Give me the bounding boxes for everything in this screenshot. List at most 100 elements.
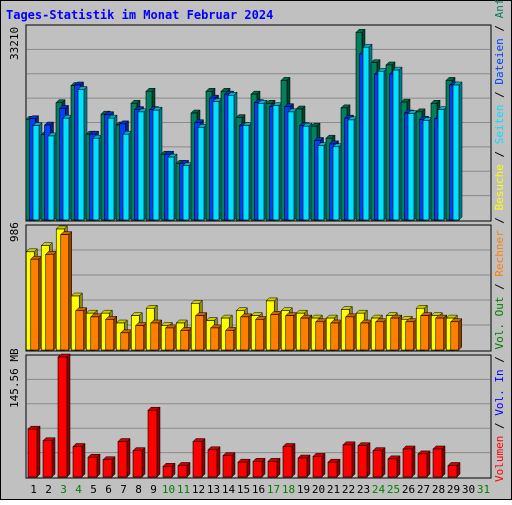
bottom-bar-volumen-day-20 bbox=[312, 452, 326, 478]
middle-bar-rechner-day-18-face bbox=[285, 315, 295, 351]
bottom-bar-volumen-day-8-side bbox=[141, 447, 146, 478]
top-bar-seiten-day-5-face bbox=[92, 137, 100, 221]
bottom-bar-volumen-day-13 bbox=[207, 446, 221, 478]
x-axis-day-label: 3 bbox=[60, 483, 67, 496]
bottom-bar-volumen-day-24-face bbox=[372, 450, 383, 478]
x-axis-day-label: 9 bbox=[150, 483, 157, 496]
top-bar-seiten-day-22 bbox=[347, 116, 358, 221]
top-bar-seiten-day-2 bbox=[47, 132, 58, 221]
bottom-bar-volumen-day-26 bbox=[402, 445, 416, 478]
bottom-bar-volumen-day-9 bbox=[147, 406, 161, 478]
bottom-bar-volumen-day-27-face bbox=[417, 453, 428, 478]
bottom-bar-volumen-day-28-face bbox=[432, 448, 443, 478]
bottom-bar-volumen-day-10 bbox=[162, 462, 176, 478]
bottom-bar-volumen-day-18-side bbox=[291, 442, 296, 478]
middle-bar-rechner-day-27-face bbox=[420, 315, 430, 351]
legend-rechner: Rechner bbox=[493, 230, 506, 277]
middle-bar-rechner-day-29-side bbox=[458, 318, 462, 351]
x-axis-day-label: 26 bbox=[402, 483, 415, 496]
bottom-bar-volumen-day-4-side bbox=[81, 442, 86, 478]
middle-bar-rechner-day-3-face bbox=[60, 234, 70, 351]
middle-bar-rechner-day-15-face bbox=[240, 316, 250, 351]
bottom-bar-volumen-day-26-face bbox=[402, 448, 413, 478]
middle-bar-rechner-day-20 bbox=[315, 318, 328, 351]
top-bar-seiten-day-15-face bbox=[242, 125, 250, 221]
legend-sep: / bbox=[493, 350, 506, 370]
bottom-bar-volumen-day-12 bbox=[192, 437, 206, 478]
top-bar-seiten-day-9-face bbox=[152, 109, 160, 221]
middle-bar-rechner-day-23 bbox=[360, 319, 373, 351]
middle-bar-rechner-day-23-face bbox=[360, 322, 370, 351]
middle-bar-rechner-day-25-face bbox=[390, 317, 400, 351]
top-bar-seiten-day-17-face bbox=[272, 105, 280, 221]
bottom-bar-volumen-day-4 bbox=[72, 442, 86, 478]
top-bar-seiten-day-24 bbox=[377, 67, 388, 221]
middle-bar-rechner-day-22 bbox=[345, 313, 358, 351]
bottom-bar-volumen-day-22-face bbox=[342, 444, 353, 478]
top-bar-seiten-day-17 bbox=[272, 101, 283, 221]
legend-volumen: Volumen bbox=[493, 436, 506, 482]
middle-bar-rechner-day-21 bbox=[330, 319, 343, 351]
top-bar-seiten-day-21-face bbox=[332, 146, 340, 221]
bottom-bar-volumen-day-5 bbox=[87, 453, 101, 478]
bottom-bar-volumen-day-16-face bbox=[252, 461, 263, 478]
middle-bar-rechner-day-26 bbox=[405, 318, 418, 351]
top-bar-seiten-day-1-face bbox=[32, 125, 40, 221]
middle-bar-rechner-day-16 bbox=[255, 315, 268, 351]
bottom-bar-volumen-day-19 bbox=[297, 454, 311, 478]
legend-anfragen: Anfragen bbox=[493, 0, 506, 18]
top-bar-seiten-day-26-face bbox=[407, 113, 415, 221]
top-bar-seiten-day-12-face bbox=[197, 127, 205, 221]
bottom-bar-volumen-day-3-face bbox=[57, 356, 68, 478]
bottom-bar-volumen-day-10-face bbox=[162, 465, 173, 478]
bottom-bar-volumen-day-11-face bbox=[177, 465, 188, 478]
middle-bar-rechner-day-14 bbox=[225, 326, 238, 351]
middle-bar-rechner-day-29 bbox=[450, 318, 463, 351]
bottom-bar-volumen-day-5-face bbox=[87, 456, 98, 478]
middle-bar-rechner-day-22-face bbox=[345, 316, 355, 351]
middle-bar-rechner-day-28 bbox=[435, 314, 448, 351]
middle-max-label: 986 bbox=[8, 222, 21, 242]
middle-bar-rechner-day-11-face bbox=[180, 330, 190, 351]
bottom-bar-volumen-day-6 bbox=[102, 456, 116, 478]
top-bar-seiten-day-25-face bbox=[392, 69, 400, 221]
middle-bar-rechner-day-8 bbox=[135, 321, 148, 351]
legend-sep: / bbox=[493, 416, 506, 436]
top-bar-seiten-day-15 bbox=[242, 121, 253, 221]
bottom-bar-volumen-day-5-side bbox=[96, 453, 101, 478]
bottom-bar-volumen-day-19-side bbox=[306, 454, 311, 478]
top-bar-seiten-day-4-face bbox=[77, 89, 85, 221]
x-axis-day-label: 4 bbox=[75, 483, 82, 496]
x-axis-day-label: 12 bbox=[192, 483, 205, 496]
middle-bars bbox=[25, 225, 463, 351]
bottom-bar-volumen-day-21-face bbox=[327, 461, 338, 478]
legend-besuche: Besuche bbox=[493, 164, 506, 210]
middle-bar-rechner-day-1 bbox=[30, 255, 43, 351]
bottom-bar-volumen-day-29-face bbox=[447, 465, 458, 478]
middle-bar-rechner-day-10-face bbox=[165, 327, 175, 351]
middle-bar-rechner-day-16-face bbox=[255, 319, 265, 351]
chart-title: Tages-Statistik im Monat Februar 2024 bbox=[6, 8, 273, 22]
bottom-bar-volumen-day-17 bbox=[267, 457, 281, 478]
top-bar-seiten-day-16 bbox=[257, 99, 268, 221]
top-bar-seiten-day-4 bbox=[77, 85, 88, 221]
x-axis-day-label: 23 bbox=[357, 483, 370, 496]
top-bar-seiten-day-8 bbox=[137, 108, 148, 221]
top-bar-seiten-day-29 bbox=[452, 81, 463, 221]
middle-bar-rechner-day-24-face bbox=[375, 321, 385, 351]
middle-bar-rechner-day-13-face bbox=[210, 327, 220, 351]
x-axis-day-label: 30 bbox=[462, 483, 475, 496]
legend-sep: / bbox=[493, 210, 506, 230]
legend-sep: / bbox=[493, 85, 506, 105]
top-bar-seiten-day-2-face bbox=[47, 135, 55, 221]
top-bar-seiten-day-12 bbox=[197, 123, 208, 221]
middle-bar-rechner-day-24 bbox=[375, 318, 388, 351]
top-bar-seiten-day-8-face bbox=[137, 111, 145, 221]
top-bar-seiten-day-20 bbox=[317, 142, 328, 221]
bottom-bar-volumen-day-1-side bbox=[36, 425, 41, 478]
top-bar-seiten-day-28-face bbox=[437, 109, 445, 221]
bottom-bar-volumen-day-2 bbox=[42, 437, 56, 478]
bottom-bar-volumen-day-29 bbox=[447, 461, 461, 478]
